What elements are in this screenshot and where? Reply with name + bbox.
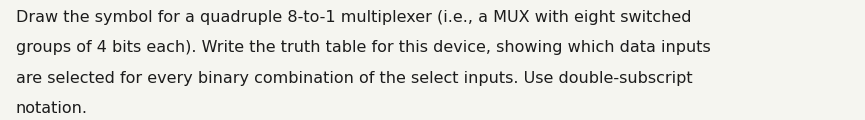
Text: are selected for every binary combination of the select inputs. Use double-subsc: are selected for every binary combinatio… [16,71,692,86]
Text: groups of 4 bits each). Write the truth table for this device, showing which dat: groups of 4 bits each). Write the truth … [16,40,710,55]
Text: Draw the symbol for a quadruple 8-to-1 multiplexer (i.e., a MUX with eight switc: Draw the symbol for a quadruple 8-to-1 m… [16,10,691,25]
Text: notation.: notation. [16,101,87,116]
